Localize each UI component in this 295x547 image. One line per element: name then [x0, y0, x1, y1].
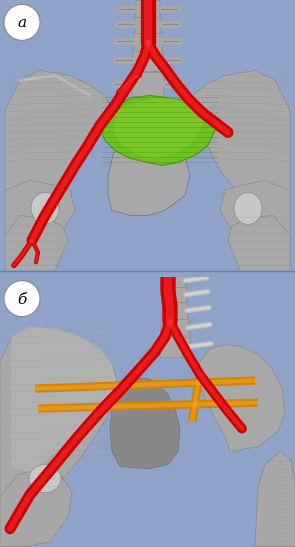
Polygon shape	[12, 327, 115, 472]
FancyBboxPatch shape	[132, 72, 164, 96]
Polygon shape	[5, 216, 68, 270]
Ellipse shape	[29, 464, 61, 493]
FancyBboxPatch shape	[135, 14, 161, 33]
Polygon shape	[100, 95, 215, 165]
Polygon shape	[220, 181, 290, 251]
FancyBboxPatch shape	[134, 31, 162, 51]
Polygon shape	[108, 141, 190, 216]
Polygon shape	[0, 469, 72, 546]
Ellipse shape	[31, 193, 59, 224]
FancyBboxPatch shape	[160, 336, 190, 358]
Polygon shape	[198, 345, 285, 452]
FancyBboxPatch shape	[164, 272, 186, 288]
Ellipse shape	[234, 193, 262, 224]
FancyBboxPatch shape	[136, 1, 160, 18]
Circle shape	[4, 281, 40, 317]
Polygon shape	[5, 181, 75, 251]
Text: б: б	[17, 293, 27, 307]
FancyBboxPatch shape	[163, 286, 187, 302]
Polygon shape	[5, 71, 110, 216]
Polygon shape	[113, 98, 205, 159]
Polygon shape	[110, 379, 180, 469]
Polygon shape	[255, 452, 295, 546]
Polygon shape	[228, 216, 290, 270]
Text: а: а	[17, 16, 27, 31]
Polygon shape	[0, 327, 118, 511]
Polygon shape	[190, 71, 290, 216]
FancyBboxPatch shape	[133, 49, 163, 71]
Circle shape	[4, 4, 40, 40]
FancyBboxPatch shape	[162, 301, 188, 319]
FancyBboxPatch shape	[161, 318, 189, 337]
